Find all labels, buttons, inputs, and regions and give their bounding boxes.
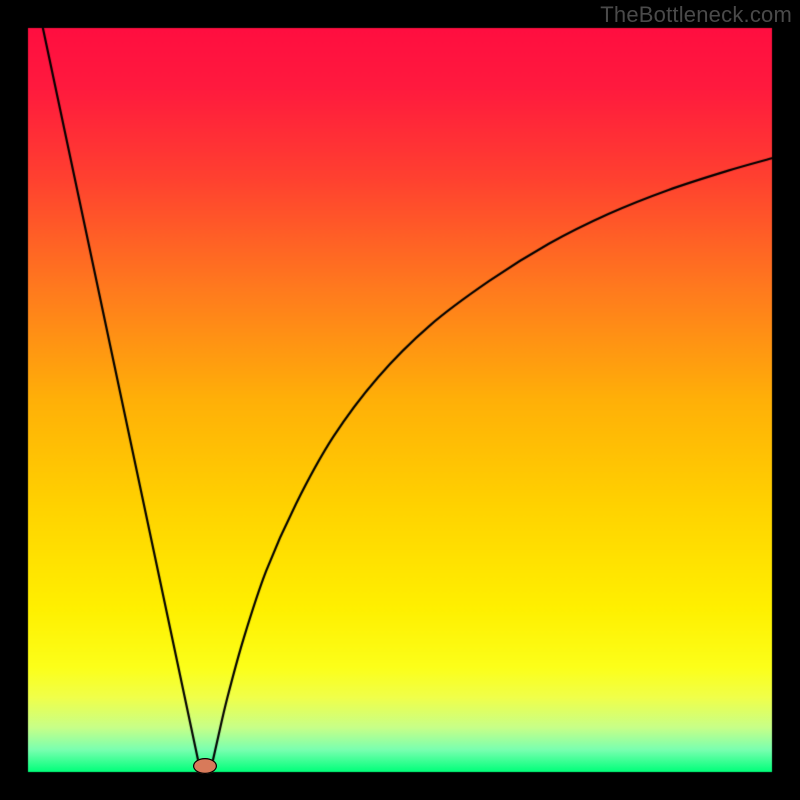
- bottleneck-curve: [0, 0, 800, 800]
- chart-stage: TheBottleneck.com: [0, 0, 800, 800]
- watermark-text: TheBottleneck.com: [600, 2, 792, 28]
